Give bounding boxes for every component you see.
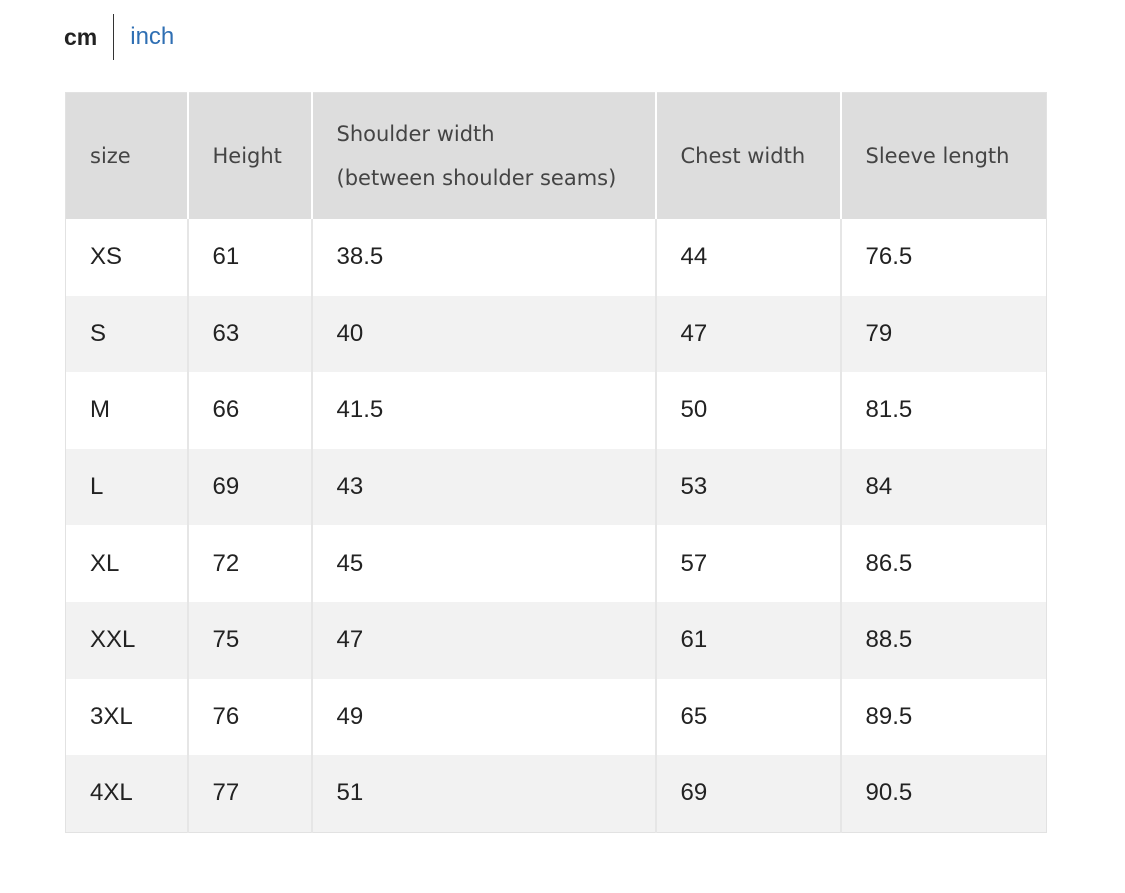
cell-height: 61 bbox=[187, 219, 313, 296]
cell-chest-width: 69 bbox=[655, 755, 842, 833]
size-chart-table: size Height Shoulder width (between shou… bbox=[65, 92, 1047, 833]
cell-chest-width: 44 bbox=[655, 219, 842, 296]
header-chest-width: Chest width bbox=[655, 92, 842, 219]
unit-divider bbox=[113, 14, 115, 60]
cell-height: 66 bbox=[187, 372, 313, 449]
cell-sleeve-length: 76.5 bbox=[840, 219, 1047, 296]
cell-shoulder-width: 41.5 bbox=[311, 372, 657, 449]
header-shoulder-width: Shoulder width (between shoulder seams) bbox=[311, 92, 657, 219]
cell-shoulder-width: 51 bbox=[311, 755, 657, 833]
cell-height: 69 bbox=[187, 448, 313, 526]
header-sleeve-length: Sleeve length bbox=[840, 92, 1047, 219]
table-row: XS 61 38.5 44 76.5 bbox=[65, 219, 1047, 296]
header-height: Height bbox=[187, 92, 313, 219]
cell-size: XS bbox=[65, 219, 189, 296]
cell-shoulder-width: 43 bbox=[311, 448, 657, 526]
cell-shoulder-width: 45 bbox=[311, 525, 657, 602]
cell-shoulder-width: 49 bbox=[311, 678, 657, 756]
cell-size: 4XL bbox=[65, 755, 189, 833]
cell-shoulder-width: 47 bbox=[311, 601, 657, 679]
cell-height: 76 bbox=[187, 678, 313, 756]
cell-chest-width: 53 bbox=[655, 448, 842, 526]
table-row: M 66 41.5 50 81.5 bbox=[65, 372, 1047, 449]
header-shoulder-width-note: (between shoulder seams) bbox=[336, 166, 617, 190]
cell-chest-width: 61 bbox=[655, 601, 842, 679]
unit-cm-option[interactable]: cm bbox=[64, 23, 98, 50]
table-row: 4XL 77 51 69 90.5 bbox=[65, 755, 1047, 833]
cell-size: L bbox=[65, 448, 189, 526]
cell-chest-width: 47 bbox=[655, 295, 842, 373]
cell-sleeve-length: 81.5 bbox=[840, 372, 1047, 449]
header-size: size bbox=[65, 92, 189, 219]
cell-sleeve-length: 79 bbox=[840, 295, 1047, 373]
cell-sleeve-length: 86.5 bbox=[840, 525, 1047, 602]
cell-chest-width: 57 bbox=[655, 525, 842, 602]
cell-chest-width: 50 bbox=[655, 372, 842, 449]
cell-size: XXL bbox=[65, 601, 189, 679]
table-row: L 69 43 53 84 bbox=[65, 448, 1047, 526]
table-row: 3XL 76 49 65 89.5 bbox=[65, 678, 1047, 756]
cell-height: 72 bbox=[187, 525, 313, 602]
cell-height: 77 bbox=[187, 755, 313, 833]
cell-height: 75 bbox=[187, 601, 313, 679]
table-row: XL 72 45 57 86.5 bbox=[65, 525, 1047, 602]
header-shoulder-width-label: Shoulder width bbox=[336, 121, 495, 146]
cell-size: S bbox=[65, 295, 189, 373]
cell-shoulder-width: 38.5 bbox=[311, 219, 657, 296]
cell-height: 63 bbox=[187, 295, 313, 373]
unit-toggle: cm inch bbox=[64, 14, 174, 60]
table-header-row: size Height Shoulder width (between shou… bbox=[65, 92, 1047, 219]
cell-size: 3XL bbox=[65, 678, 189, 756]
cell-sleeve-length: 84 bbox=[840, 448, 1047, 526]
cell-sleeve-length: 88.5 bbox=[840, 601, 1047, 679]
table-row: S 63 40 47 79 bbox=[65, 295, 1047, 373]
cell-size: M bbox=[65, 372, 189, 449]
table-row: XXL 75 47 61 88.5 bbox=[65, 601, 1047, 679]
cell-shoulder-width: 40 bbox=[311, 295, 657, 373]
unit-inch-option[interactable]: inch bbox=[130, 23, 175, 50]
cell-chest-width: 65 bbox=[655, 678, 842, 756]
cell-size: XL bbox=[65, 525, 189, 602]
cell-sleeve-length: 90.5 bbox=[840, 755, 1047, 833]
cell-sleeve-length: 89.5 bbox=[840, 678, 1047, 756]
